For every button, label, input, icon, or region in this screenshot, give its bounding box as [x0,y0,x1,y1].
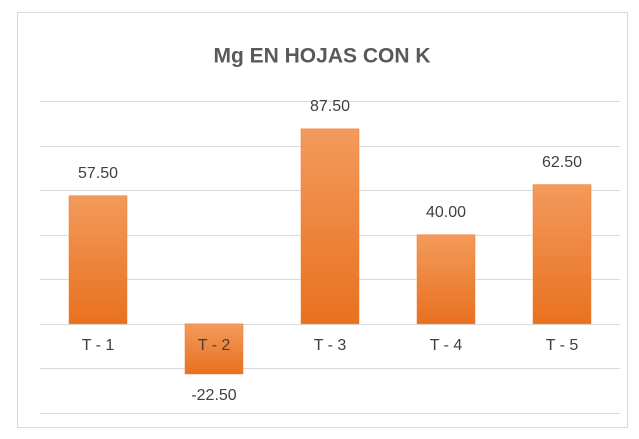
bar [416,234,476,325]
x-tick-label: T - 1 [82,337,115,354]
bar [184,323,244,375]
data-label: 57.50 [78,165,118,182]
bar [532,184,592,325]
x-tick-label: T - 5 [546,337,579,354]
data-label: -22.50 [191,387,236,404]
data-label: 87.50 [310,98,350,115]
x-tick-label: T - 2 [198,337,231,354]
bar [68,195,128,325]
data-label: 62.50 [542,154,582,171]
bar [300,128,360,325]
data-label: 40.00 [426,204,466,221]
chart-title: Mg EN HOJAS CON K [213,45,430,68]
x-tick-label: T - 3 [314,337,347,354]
x-tick-label: T - 4 [430,337,463,354]
